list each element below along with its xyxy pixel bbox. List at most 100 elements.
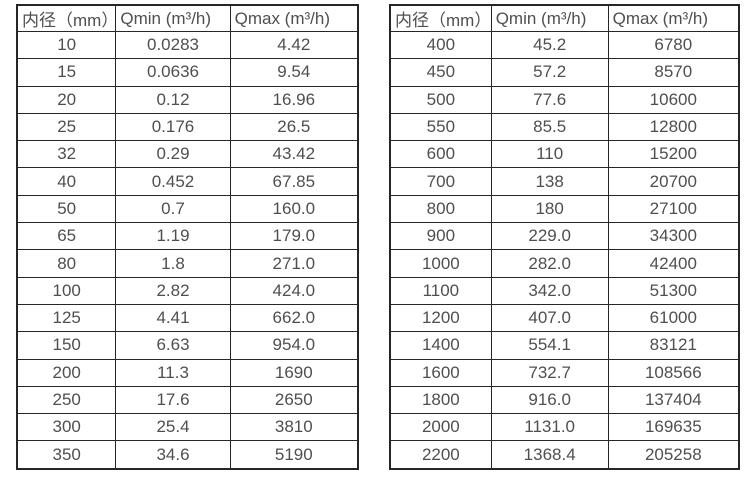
table-cell: 0.12 xyxy=(115,85,231,114)
table-cell: 180 xyxy=(490,194,609,224)
table-row: 1400 554.1 83121 xyxy=(389,331,740,360)
table-cell: 34.6 xyxy=(115,440,231,470)
table-cell: 77.6 xyxy=(490,85,609,114)
table-row: 100 2.82 424.0 xyxy=(16,276,359,305)
table-row: 40 0.452 67.85 xyxy=(16,167,359,196)
table-cell: 15200 xyxy=(607,140,740,169)
table-cell: 0.176 xyxy=(115,112,231,142)
table-cell: 600 xyxy=(389,140,492,169)
table-cell: 17.6 xyxy=(115,385,231,415)
table-row: 1600 732.7 108566 xyxy=(389,358,740,387)
table-cell: 83121 xyxy=(607,331,740,360)
table-cell: 0.452 xyxy=(115,167,231,196)
table-cell: 10600 xyxy=(607,85,740,114)
table-cell: 8570 xyxy=(607,58,740,87)
header-cell: Qmin (m³/h) xyxy=(490,4,609,32)
table-cell: 200 xyxy=(16,358,117,387)
table-row: 65 1.19 179.0 xyxy=(16,222,359,251)
table-cell: 179.0 xyxy=(229,222,359,251)
header-cell: 内径（mm） xyxy=(389,4,492,32)
table-cell: 500 xyxy=(389,85,492,114)
table-row: 350 34.6 5190 xyxy=(16,440,359,470)
table-cell: 954.0 xyxy=(229,331,359,360)
table-cell: 65 xyxy=(16,222,117,251)
table-cell: 51300 xyxy=(607,276,740,305)
table-cell: 25 xyxy=(16,112,117,142)
table-cell: 2650 xyxy=(229,385,359,415)
table-cell: 61000 xyxy=(607,303,740,333)
table-cell: 0.7 xyxy=(115,194,231,224)
table-row: 250 17.6 2650 xyxy=(16,385,359,415)
table-row: 32 0.29 43.42 xyxy=(16,140,359,169)
table-cell: 108566 xyxy=(607,358,740,387)
table-cell: 45.2 xyxy=(490,30,609,60)
table-cell: 1100 xyxy=(389,276,492,305)
table-cell: 1690 xyxy=(229,358,359,387)
header-cell: Qmin (m³/h) xyxy=(115,4,231,32)
table-cell: 1000 xyxy=(389,249,492,278)
table-cell: 20 xyxy=(16,85,117,114)
table-cell: 400 xyxy=(389,30,492,60)
table-cell: 300 xyxy=(16,413,117,442)
table-cell: 2200 xyxy=(389,440,492,470)
table-cell: 10 xyxy=(16,30,117,60)
table-cell: 85.5 xyxy=(490,112,609,142)
table-cell: 40 xyxy=(16,167,117,196)
table-row: 450 57.2 8570 xyxy=(389,58,740,87)
table-cell: 169635 xyxy=(607,413,740,442)
table-cell: 16.96 xyxy=(229,85,359,114)
table-row: 15 0.0636 9.54 xyxy=(16,58,359,87)
table-cell: 50 xyxy=(16,194,117,224)
table-row: 1100 342.0 51300 xyxy=(389,276,740,305)
header-cell: Qmax (m³/h) xyxy=(229,4,359,32)
table-cell: 1600 xyxy=(389,358,492,387)
table-row: 2000 1131.0 169635 xyxy=(389,413,740,442)
table-row: 900 229.0 34300 xyxy=(389,222,740,251)
table-cell: 662.0 xyxy=(229,303,359,333)
table-cell: 250 xyxy=(16,385,117,415)
table-cell: 424.0 xyxy=(229,276,359,305)
table-cell: 34300 xyxy=(607,222,740,251)
table-row: 2200 1368.4 205258 xyxy=(389,440,740,470)
table-cell: 150 xyxy=(16,331,117,360)
table-row: 10 0.0283 4.42 xyxy=(16,30,359,60)
table-cell: 550 xyxy=(389,112,492,142)
table-cell: 1400 xyxy=(389,331,492,360)
header-row: 内径（mm） Qmin (m³/h) Qmax (m³/h) xyxy=(16,4,359,32)
table-cell: 6.63 xyxy=(115,331,231,360)
table-row: 80 1.8 271.0 xyxy=(16,249,359,278)
table-cell: 2000 xyxy=(389,413,492,442)
header-row: 内径（mm） Qmin (m³/h) Qmax (m³/h) xyxy=(389,4,740,32)
table-row: 1200 407.0 61000 xyxy=(389,303,740,333)
table-cell: 282.0 xyxy=(490,249,609,278)
table-cell: 900 xyxy=(389,222,492,251)
table-cell: 229.0 xyxy=(490,222,609,251)
table-cell: 1200 xyxy=(389,303,492,333)
table-cell: 9.54 xyxy=(229,58,359,87)
table-row: 50 0.7 160.0 xyxy=(16,194,359,224)
table-cell: 0.0636 xyxy=(115,58,231,87)
table-cell: 4.41 xyxy=(115,303,231,333)
table-cell: 6780 xyxy=(607,30,740,60)
table-cell: 700 xyxy=(389,167,492,196)
flow-spec-table-large-diameters: 内径（mm） Qmin (m³/h) Qmax (m³/h) 400 45.2 6780… xyxy=(389,4,740,470)
table-cell: 350 xyxy=(16,440,117,470)
header-cell: Qmax (m³/h) xyxy=(607,4,740,32)
table-cell: 732.7 xyxy=(490,358,609,387)
table-cell: 42400 xyxy=(607,249,740,278)
table-cell: 1800 xyxy=(389,385,492,415)
table-row: 300 25.4 3810 xyxy=(16,413,359,442)
table-cell: 100 xyxy=(16,276,117,305)
table-cell: 2.82 xyxy=(115,276,231,305)
table-cell: 160.0 xyxy=(229,194,359,224)
table-cell: 11.3 xyxy=(115,358,231,387)
table-cell: 800 xyxy=(389,194,492,224)
table-row: 700 138 20700 xyxy=(389,167,740,196)
header-cell: 内径（mm） xyxy=(16,4,117,32)
table-row: 25 0.176 26.5 xyxy=(16,112,359,142)
table-cell: 4.42 xyxy=(229,30,359,60)
flow-spec-table-small-diameters: 内径（mm） Qmin (m³/h) Qmax (m³/h) 10 0.0283 4.4… xyxy=(16,4,359,470)
table-cell: 554.1 xyxy=(490,331,609,360)
table-cell: 26.5 xyxy=(229,112,359,142)
